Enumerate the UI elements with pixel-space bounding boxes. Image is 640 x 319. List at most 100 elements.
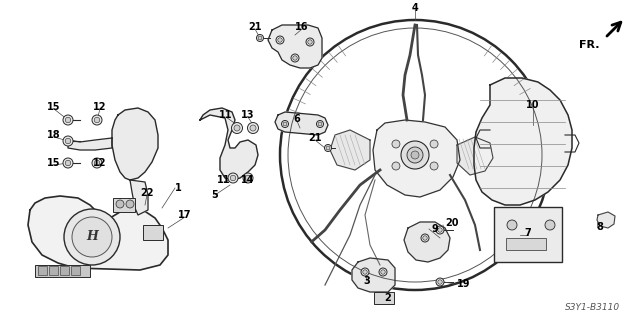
Circle shape [438, 228, 442, 232]
Circle shape [306, 38, 314, 46]
Circle shape [72, 217, 112, 257]
Polygon shape [112, 108, 158, 180]
Circle shape [257, 34, 264, 41]
Text: 1: 1 [175, 183, 182, 193]
Circle shape [324, 145, 332, 152]
Circle shape [92, 158, 102, 168]
Text: 21: 21 [308, 133, 322, 143]
Circle shape [411, 151, 419, 159]
Bar [374, 292, 394, 304]
Polygon shape [352, 258, 395, 292]
Circle shape [94, 160, 100, 166]
Circle shape [318, 122, 322, 126]
Circle shape [507, 220, 517, 230]
Text: 9: 9 [431, 224, 438, 234]
Text: 20: 20 [445, 218, 458, 228]
Polygon shape [268, 25, 322, 68]
Circle shape [228, 173, 238, 183]
Text: 5: 5 [212, 190, 218, 200]
Circle shape [438, 280, 442, 284]
Circle shape [283, 122, 287, 126]
Circle shape [126, 200, 134, 208]
Polygon shape [68, 138, 112, 150]
Text: 12: 12 [93, 102, 107, 112]
Bar [60, 266, 69, 275]
Circle shape [63, 115, 73, 125]
Circle shape [280, 20, 550, 290]
Circle shape [258, 36, 262, 40]
Circle shape [401, 141, 429, 169]
Polygon shape [474, 78, 572, 205]
Circle shape [65, 117, 71, 123]
Circle shape [64, 209, 120, 265]
Text: 13: 13 [241, 110, 255, 120]
Text: 10: 10 [526, 100, 540, 110]
Circle shape [243, 173, 253, 183]
Circle shape [63, 158, 73, 168]
Text: 21: 21 [248, 22, 262, 32]
Circle shape [291, 54, 299, 62]
Circle shape [94, 117, 100, 123]
Bar [38, 266, 47, 275]
Circle shape [436, 226, 444, 234]
Bar [113, 198, 135, 212]
Circle shape [116, 200, 124, 208]
Polygon shape [275, 112, 328, 135]
Bar [506, 238, 546, 250]
Circle shape [317, 121, 323, 128]
Circle shape [361, 268, 369, 276]
Circle shape [421, 234, 429, 242]
Text: 4: 4 [412, 3, 419, 13]
Polygon shape [330, 130, 370, 170]
Circle shape [234, 125, 240, 131]
Text: 16: 16 [295, 22, 308, 32]
Text: 2: 2 [385, 293, 392, 303]
Circle shape [276, 36, 284, 44]
Text: 6: 6 [294, 114, 300, 124]
Circle shape [308, 40, 312, 44]
Circle shape [230, 175, 236, 181]
Circle shape [65, 138, 71, 144]
Circle shape [363, 270, 367, 274]
Circle shape [430, 162, 438, 170]
Circle shape [293, 56, 297, 60]
Circle shape [250, 125, 256, 131]
Bar [143, 225, 163, 240]
Polygon shape [28, 196, 168, 270]
Text: 11: 11 [217, 175, 231, 185]
Text: H: H [86, 231, 98, 243]
Circle shape [282, 121, 289, 128]
Polygon shape [404, 222, 450, 262]
Text: 15: 15 [47, 102, 61, 112]
Polygon shape [373, 120, 460, 197]
Text: 11: 11 [220, 110, 233, 120]
Circle shape [392, 162, 400, 170]
Polygon shape [597, 212, 615, 228]
Circle shape [248, 122, 259, 133]
Circle shape [436, 278, 444, 286]
Text: 18: 18 [47, 130, 61, 140]
Bar [494, 207, 562, 262]
Circle shape [381, 270, 385, 274]
Circle shape [326, 146, 330, 150]
Circle shape [423, 236, 428, 240]
Text: S3Y1-B3110: S3Y1-B3110 [565, 303, 620, 313]
Polygon shape [200, 108, 258, 180]
Circle shape [92, 115, 102, 125]
Polygon shape [457, 137, 493, 175]
Text: 7: 7 [525, 228, 531, 238]
Circle shape [63, 136, 73, 146]
Text: 19: 19 [457, 279, 470, 289]
Circle shape [392, 140, 400, 148]
Text: 15: 15 [47, 158, 61, 168]
Bar [35, 265, 90, 277]
Text: 14: 14 [241, 175, 255, 185]
Circle shape [379, 268, 387, 276]
Circle shape [278, 38, 282, 42]
Circle shape [430, 140, 438, 148]
Circle shape [65, 160, 71, 166]
Text: 3: 3 [364, 276, 370, 286]
Bar [71, 266, 80, 275]
Circle shape [245, 175, 251, 181]
Text: 8: 8 [596, 222, 604, 232]
